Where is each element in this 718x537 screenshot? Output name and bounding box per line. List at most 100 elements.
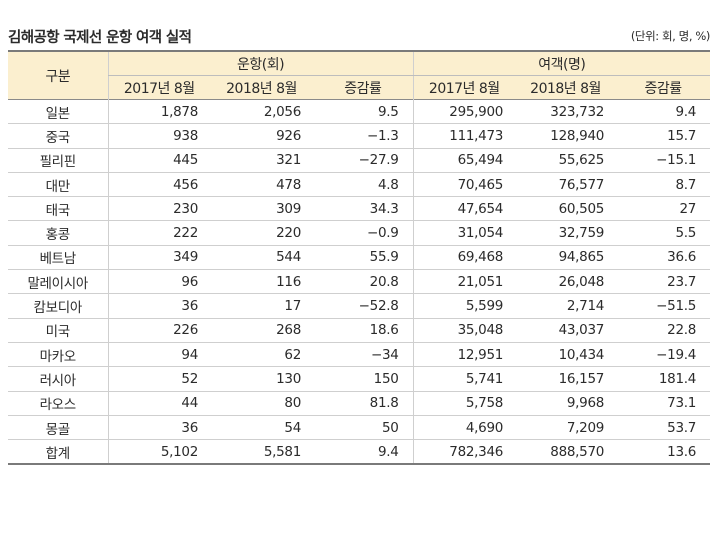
- cell-pax-2017: 5,741: [412, 366, 516, 392]
- table-row: 라오스 44 80 81.8 5,758 9,968 73.1: [8, 391, 711, 416]
- cell-pax-2018: 2,714: [566, 298, 605, 315]
- cell-ops-2018: 130: [276, 370, 301, 387]
- cell-pax-rate: −19.4: [656, 346, 697, 363]
- cell-pax-2018: 76,577: [558, 176, 605, 193]
- cell-ops-rate: −27.9: [358, 152, 399, 169]
- cell-ops-rate: 4.8: [377, 176, 399, 193]
- table-row: 베트남 349 544 55.9 69,468 94,865 36.6: [8, 245, 711, 270]
- cell-country: 캄보디아: [33, 300, 83, 317]
- table-row: 대만 456 478 4.8 70,465 76,577 8.7: [8, 172, 711, 197]
- table-row: 중국 938 926 −1.3 111,473 128,940 15.7: [8, 123, 711, 149]
- cell-pax-2018: 323,732: [550, 103, 605, 120]
- cell-ops-2017: 226: [107, 318, 210, 343]
- cell-pax-rate: 181.4: [658, 370, 697, 387]
- cell-ops-2018: 321: [276, 152, 301, 169]
- cell-pax-rate: −15.1: [656, 152, 697, 169]
- cell-ops-rate: 18.6: [369, 322, 399, 339]
- cell-ops-2018: 478: [276, 176, 301, 193]
- cell-pax-2018: 7,209: [566, 419, 605, 436]
- cell-pax-2018: 32,759: [558, 225, 605, 242]
- cell-country: 중국: [45, 129, 71, 146]
- cell-pax-rate: 73.1: [667, 395, 697, 412]
- cell-ops-2018: 62: [284, 346, 301, 363]
- cell-pax-rate: 15.7: [667, 127, 697, 144]
- cell-ops-2017: 94: [107, 342, 210, 367]
- cell-pax-2017: 70,465: [412, 172, 516, 197]
- cell-ops-rate: −1.3: [366, 127, 399, 144]
- cell-ops-2017: 44: [107, 391, 210, 416]
- cell-ops-2018: 80: [284, 395, 301, 412]
- cell-ops-2018: 54: [284, 419, 301, 436]
- cell-pax-2017: 65,494: [412, 148, 516, 173]
- cell-ops-2018: 926: [276, 127, 301, 144]
- cell-ops-2018: 5,581: [263, 443, 301, 460]
- header-ops-rate: 증감률: [344, 80, 382, 97]
- cell-ops-rate: 9.5: [377, 103, 399, 120]
- cell-country: 대만: [45, 178, 71, 195]
- cell-ops-rate: 34.3: [369, 200, 399, 217]
- cell-pax-2018: 26,048: [558, 273, 605, 290]
- header-row-bottom: 2017년 8월 2018년 8월 증감률 2017년 8월 2018년 8월 …: [8, 75, 711, 100]
- header-ops-2018: 2018년 8월: [226, 80, 297, 97]
- cell-pax-2017: 21,051: [412, 269, 516, 294]
- cell-pax-2017: 12,951: [412, 342, 516, 367]
- cell-pax-2017: 5,599: [412, 293, 516, 319]
- cell-pax-2017: 35,048: [412, 318, 516, 343]
- cell-ops-2017: 445: [107, 148, 210, 173]
- cell-pax-rate: 5.5: [675, 225, 697, 242]
- cell-pax-2018: 60,505: [558, 200, 605, 217]
- cell-country: 일본: [45, 105, 71, 122]
- cell-pax-rate: 27: [679, 200, 697, 217]
- cell-ops-rate: −34: [370, 346, 399, 363]
- cell-pax-2017: 4,690: [412, 415, 516, 440]
- header-pax-rate: 증감률: [644, 80, 682, 97]
- table-row: 말레이시아 96 116 20.8 21,051 26,048 23.7: [8, 269, 711, 294]
- table-row: 태국 230 309 34.3 47,654 60,505 27: [8, 196, 711, 221]
- cell-pax-2018: 16,157: [558, 370, 605, 387]
- table-row: 일본 1,878 2,056 9.5 295,900 323,732 9.4: [8, 99, 711, 124]
- cell-ops-rate: 150: [373, 370, 399, 387]
- cell-ops-rate: 55.9: [369, 249, 399, 266]
- cell-country: 태국: [45, 202, 71, 219]
- cell-country: 필리핀: [39, 154, 77, 171]
- cell-pax-2017: 111,473: [412, 123, 516, 149]
- cell-pax-rate: 36.6: [667, 249, 697, 266]
- cell-pax-rate: 9.4: [675, 103, 697, 120]
- cell-pax-2018: 128,940: [550, 127, 605, 144]
- cell-country: 미국: [45, 324, 71, 341]
- cell-ops-2018: 220: [276, 225, 301, 242]
- cell-pax-rate: 8.7: [675, 176, 697, 193]
- cell-ops-rate: 20.8: [369, 273, 399, 290]
- cell-ops-2017: 52: [107, 366, 210, 392]
- table-body: 일본 1,878 2,056 9.5 295,900 323,732 9.4 중국 938 926…: [8, 99, 711, 465]
- table-row: 합계 5,102 5,581 9.4 782,346 888,570 13.6: [8, 439, 711, 465]
- cell-country: 마카오: [39, 348, 77, 365]
- cell-ops-rate: −0.9: [366, 225, 399, 242]
- cell-pax-2018: 55,625: [558, 152, 605, 169]
- cell-country: 홍콩: [45, 227, 71, 244]
- cell-ops-2017: 222: [107, 220, 210, 246]
- cell-ops-2017: 230: [107, 196, 210, 221]
- cell-ops-rate: 81.8: [369, 395, 399, 412]
- cell-ops-2017: 5,102: [107, 439, 210, 465]
- table-row: 미국 226 268 18.6 35,048 43,037 22.8: [8, 318, 711, 343]
- header-row-top: 구분 운항(회) 여객(명): [8, 51, 711, 85]
- cell-ops-rate: 50: [381, 419, 399, 436]
- table-row: 몽골 36 54 50 4,690 7,209 53.7: [8, 415, 711, 440]
- header-pax-2018: 2018년 8월: [530, 80, 601, 97]
- table-row: 마카오 94 62 −34 12,951 10,434 −19.4: [8, 342, 711, 367]
- cell-pax-2017: 69,468: [412, 245, 516, 270]
- cell-country: 라오스: [39, 397, 77, 414]
- flight-passenger-table: 구분 운항(회) 여객(명) 2017년 8월 2018년 8월 증감률 201…: [8, 50, 711, 465]
- table-row: 필리핀 445 321 −27.9 65,494 55,625 −15.1: [8, 148, 711, 173]
- cell-pax-2018: 9,968: [566, 395, 605, 412]
- header-group-passengers: 여객(명): [412, 51, 711, 76]
- table-row: 러시아 52 130 150 5,741 16,157 181.4: [8, 366, 711, 392]
- cell-pax-rate: 22.8: [667, 322, 697, 339]
- cell-ops-2018: 268: [276, 322, 301, 339]
- cell-ops-2018: 116: [276, 273, 301, 290]
- cell-pax-2017: 47,654: [412, 196, 516, 221]
- header-ops-2017: 2017년 8월: [107, 75, 210, 100]
- cell-country: 합계: [45, 445, 71, 462]
- cell-ops-2017: 938: [107, 123, 210, 149]
